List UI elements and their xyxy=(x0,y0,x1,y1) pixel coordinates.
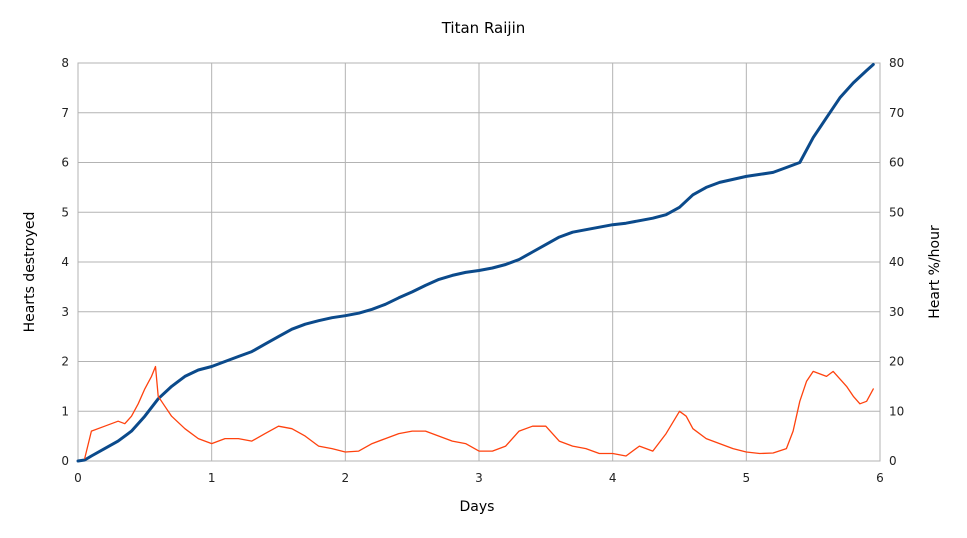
y-right-tick-label: 10 xyxy=(889,404,904,418)
y-left-tick-label: 2 xyxy=(61,355,69,369)
x-tick-label: 3 xyxy=(475,471,483,485)
y-left-tick-label: 3 xyxy=(61,305,69,319)
y-left-tick-label: 5 xyxy=(61,205,69,219)
y-left-tick-label: 4 xyxy=(61,255,69,269)
y-right-tick-label: 60 xyxy=(889,156,904,170)
y-right-tick-label: 40 xyxy=(889,255,904,269)
plot-border xyxy=(77,62,881,462)
y-left-tick-label: 1 xyxy=(61,404,69,418)
y-right-tick-label: 50 xyxy=(889,205,904,219)
x-tick-label: 0 xyxy=(74,471,82,485)
y-left-tick-label: 6 xyxy=(61,156,69,170)
y-left-tick-label: 7 xyxy=(61,106,69,120)
x-tick-label: 5 xyxy=(743,471,751,485)
x-tick-label: 4 xyxy=(609,471,617,485)
y-right-tick-label: 80 xyxy=(889,56,904,70)
y-right-tick-label: 0 xyxy=(889,454,897,468)
x-tick-label: 6 xyxy=(876,471,884,485)
x-axis-label: Days xyxy=(459,499,495,515)
series-line-heart-rate xyxy=(84,365,874,460)
x-tick-label: 2 xyxy=(342,471,350,485)
y-left-tick-label: 0 xyxy=(61,454,69,468)
y-right-tick-label: 70 xyxy=(889,106,904,120)
y-right-tick-label: 30 xyxy=(889,305,904,319)
y-right-tick-label: 20 xyxy=(889,355,904,369)
chart-title: Titan Raijin xyxy=(441,19,526,37)
y-left-tick-label: 8 xyxy=(61,56,69,70)
series-line-hearts-destroyed xyxy=(76,63,875,463)
x-tick-label: 1 xyxy=(208,471,216,485)
